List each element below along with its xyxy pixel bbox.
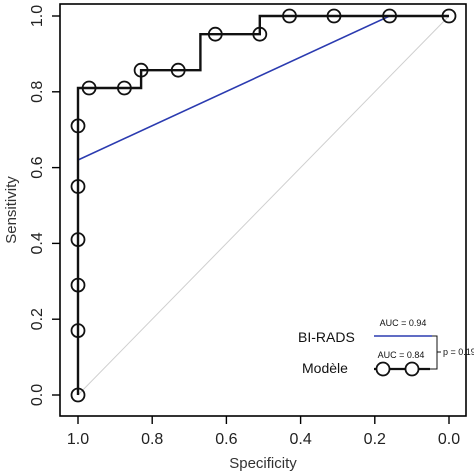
x-tick-label-4: 0.2 (364, 431, 386, 448)
data-point-1-2 (70, 277, 86, 293)
legend-marker-modele-2 (404, 361, 420, 377)
y-tick-label-1: 0.2 (29, 308, 46, 330)
x-tick-label-1: 0.8 (141, 431, 163, 448)
y-tick-label-4: 0.8 (29, 81, 46, 103)
legend-auc-modele: AUC = 0.84 (378, 350, 425, 360)
series-layer (76, 14, 449, 395)
plot-frame (59, 3, 467, 417)
data-point-1-1 (70, 323, 86, 339)
x-tick-label-5: 0.0 (438, 431, 460, 448)
legend: AUC = 0.94 BI-RADS AUC = 0.84 Modèle p =… (298, 318, 474, 377)
y-tick-label-3: 0.6 (29, 156, 46, 178)
x-tick-label-3: 0.4 (289, 431, 311, 448)
x-tick-label-2: 0.6 (215, 431, 237, 448)
data-point-1-8 (133, 62, 149, 78)
reference-diagonal (77, 15, 450, 396)
data-point-1-11 (252, 26, 268, 42)
y-tick-label-5: 1.0 (29, 5, 46, 27)
axis-layer: 1.0 0.8 0.6 0.4 0.2 0.0 0.0 0.2 0.4 0.6 0.8 1.0 (29, 5, 460, 448)
data-point-1-6 (81, 80, 97, 96)
data-point-1-10 (207, 26, 223, 42)
p-value-text: p = 0.19 (443, 347, 474, 357)
data-point-1-12 (282, 8, 297, 24)
data-point-1-9 (170, 62, 186, 78)
y-axis-title: Sensitivity (3, 176, 20, 244)
reference-layer (77, 15, 450, 396)
x-tick-label-0: 1.0 (67, 431, 89, 448)
legend-marker-modele-1 (375, 361, 391, 377)
data-point-1-4 (70, 179, 86, 194)
data-point-1-3 (70, 232, 86, 248)
y-tick-label-2: 0.4 (29, 232, 46, 254)
marker-layer (70, 8, 457, 403)
data-point-1-14 (382, 8, 398, 24)
legend-auc-birads: AUC = 0.94 (380, 318, 427, 328)
data-point-1-13 (326, 8, 342, 24)
legend-label-birads: BI-RADS (298, 329, 355, 345)
data-point-1-7 (117, 80, 132, 96)
p-value-bracket (430, 335, 441, 370)
series-line-1 (76, 14, 449, 395)
y-tick-label-0: 0.0 (29, 384, 46, 406)
legend-label-modele: Modèle (302, 360, 348, 376)
x-axis-title: Specificity (229, 455, 297, 472)
data-point-1-15 (441, 8, 457, 24)
data-point-1-5 (70, 118, 86, 134)
data-point-1-0 (70, 387, 86, 403)
